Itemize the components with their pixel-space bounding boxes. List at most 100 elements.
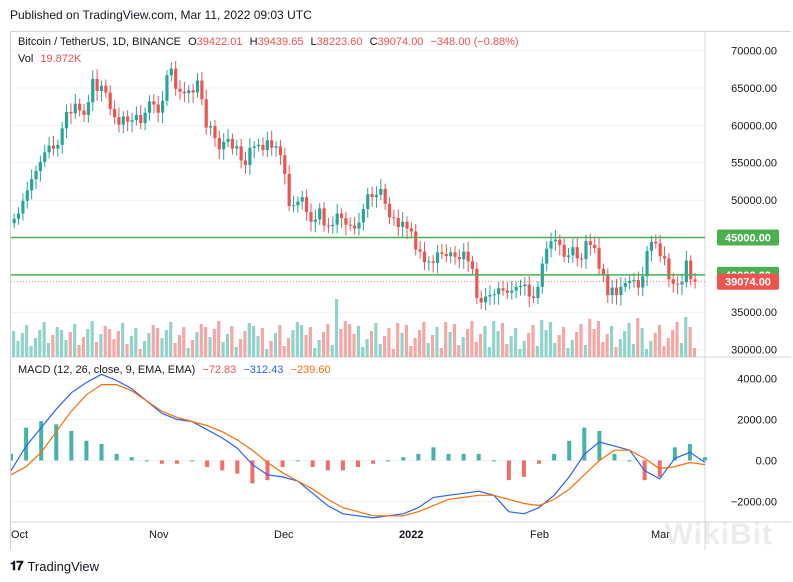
candle-body bbox=[174, 68, 178, 89]
volume-bar bbox=[269, 341, 273, 357]
macd-title[interactable]: MACD (12, 26, close, 9, EMA, EMA) bbox=[18, 364, 196, 376]
candle-body bbox=[466, 251, 470, 262]
volume-bar bbox=[470, 321, 474, 357]
candle-body bbox=[200, 80, 204, 100]
macd-histogram-bar bbox=[371, 460, 376, 464]
candle-body bbox=[60, 128, 64, 145]
candle-body bbox=[313, 219, 317, 222]
candle-body bbox=[588, 241, 592, 245]
volume-bar bbox=[509, 336, 513, 357]
macd-histogram-bar bbox=[597, 430, 602, 461]
last-price-label: 39074.00 bbox=[725, 277, 771, 289]
candle-body bbox=[479, 297, 483, 303]
time-tick-label: Mar bbox=[651, 529, 670, 541]
tradingview-logo-icon[interactable]: 𝟏𝟕 bbox=[10, 558, 24, 573]
candle-body bbox=[606, 274, 610, 295]
candle-body bbox=[562, 244, 566, 257]
chart-svg[interactable]: 70000.00 65000.00 60000.00 55000.00 50000.00… bbox=[11, 32, 791, 550]
volume-bar bbox=[199, 324, 203, 357]
macd-histogram-bar bbox=[552, 453, 557, 461]
volume-bar bbox=[631, 344, 635, 357]
macd-histogram-bar bbox=[144, 460, 149, 462]
volume-bar bbox=[46, 343, 51, 357]
volume-bar bbox=[496, 331, 500, 357]
volume-bar bbox=[452, 324, 457, 357]
volume-bar bbox=[483, 326, 487, 357]
candle-body bbox=[91, 79, 95, 103]
volume-bar bbox=[618, 339, 622, 357]
last-price-badge bbox=[717, 273, 779, 290]
macd-histogram-bar bbox=[612, 453, 617, 461]
volume-bar bbox=[448, 332, 452, 357]
volume-bar bbox=[378, 344, 382, 357]
volume-bar bbox=[657, 325, 662, 357]
footer-brand[interactable]: TradingView bbox=[27, 558, 100, 574]
candle-body bbox=[195, 80, 200, 93]
volume-bar bbox=[675, 322, 679, 357]
symbol-title[interactable]: Bitcoin / TetherUS, 1D, BINANCE bbox=[18, 36, 182, 48]
volume-bar bbox=[81, 337, 86, 357]
volume-bar bbox=[487, 347, 491, 357]
volume-bar bbox=[68, 332, 72, 357]
volume-bar bbox=[151, 325, 155, 357]
chart-frame[interactable]: 70000.00 65000.00 60000.00 55000.00 50000.00… bbox=[10, 31, 791, 550]
footer: 𝟏𝟕 TradingView bbox=[10, 558, 99, 574]
candle-body bbox=[676, 283, 680, 285]
volume-bar bbox=[391, 349, 395, 357]
macd-histogram-bar bbox=[11, 453, 13, 461]
volume-bar bbox=[640, 328, 644, 357]
volume-bar bbox=[20, 333, 24, 357]
candle-body bbox=[632, 280, 636, 282]
candle-body bbox=[523, 284, 527, 287]
candle-body bbox=[361, 209, 365, 223]
volume-bar bbox=[400, 333, 404, 357]
low-label: L bbox=[310, 36, 317, 48]
candle-body bbox=[99, 85, 104, 92]
time-tick-label: Oct bbox=[11, 529, 28, 541]
macd-histogram-bar bbox=[325, 460, 330, 471]
macd-histogram-bar bbox=[250, 460, 255, 484]
candle-body bbox=[339, 213, 344, 219]
candle-body bbox=[126, 116, 130, 122]
volume-bar bbox=[583, 345, 587, 357]
volume-bar bbox=[671, 330, 675, 357]
candle-body bbox=[610, 287, 614, 295]
candle-body bbox=[16, 213, 21, 219]
candle-body bbox=[379, 188, 383, 195]
volume-bar bbox=[125, 344, 129, 357]
volume-bar bbox=[500, 323, 505, 357]
volume-bar bbox=[234, 347, 238, 357]
volume-bar bbox=[413, 338, 417, 357]
candle-body bbox=[287, 173, 291, 207]
volume-bar bbox=[644, 349, 649, 357]
volume-bar bbox=[361, 347, 365, 357]
candle-body bbox=[130, 120, 134, 122]
candle-body bbox=[614, 287, 619, 295]
volume-bar bbox=[527, 333, 531, 357]
candle-body bbox=[309, 212, 313, 222]
candle-body bbox=[235, 146, 239, 149]
candle-body bbox=[139, 114, 143, 124]
candle-body bbox=[182, 91, 186, 94]
volume-bar bbox=[566, 348, 570, 357]
candle-body bbox=[566, 255, 571, 257]
volume-bar bbox=[356, 326, 360, 357]
candle-body bbox=[121, 116, 125, 125]
volume-bar bbox=[225, 334, 230, 357]
volume-bar bbox=[156, 328, 160, 357]
volume-bar bbox=[666, 338, 670, 357]
volume-bar bbox=[330, 345, 334, 357]
volume-bar bbox=[121, 323, 125, 357]
volume-bar bbox=[260, 328, 264, 357]
candle-body bbox=[95, 79, 99, 92]
volume-bar bbox=[605, 334, 609, 357]
volume-bar bbox=[195, 332, 199, 357]
volume-bar bbox=[684, 317, 688, 357]
candle-body bbox=[440, 252, 444, 254]
volume-bar bbox=[557, 335, 561, 357]
volume-bar bbox=[308, 327, 312, 357]
high-label: H bbox=[249, 36, 258, 48]
volume-bar bbox=[692, 348, 697, 357]
candle-body bbox=[492, 294, 496, 296]
candle-body bbox=[357, 222, 361, 229]
